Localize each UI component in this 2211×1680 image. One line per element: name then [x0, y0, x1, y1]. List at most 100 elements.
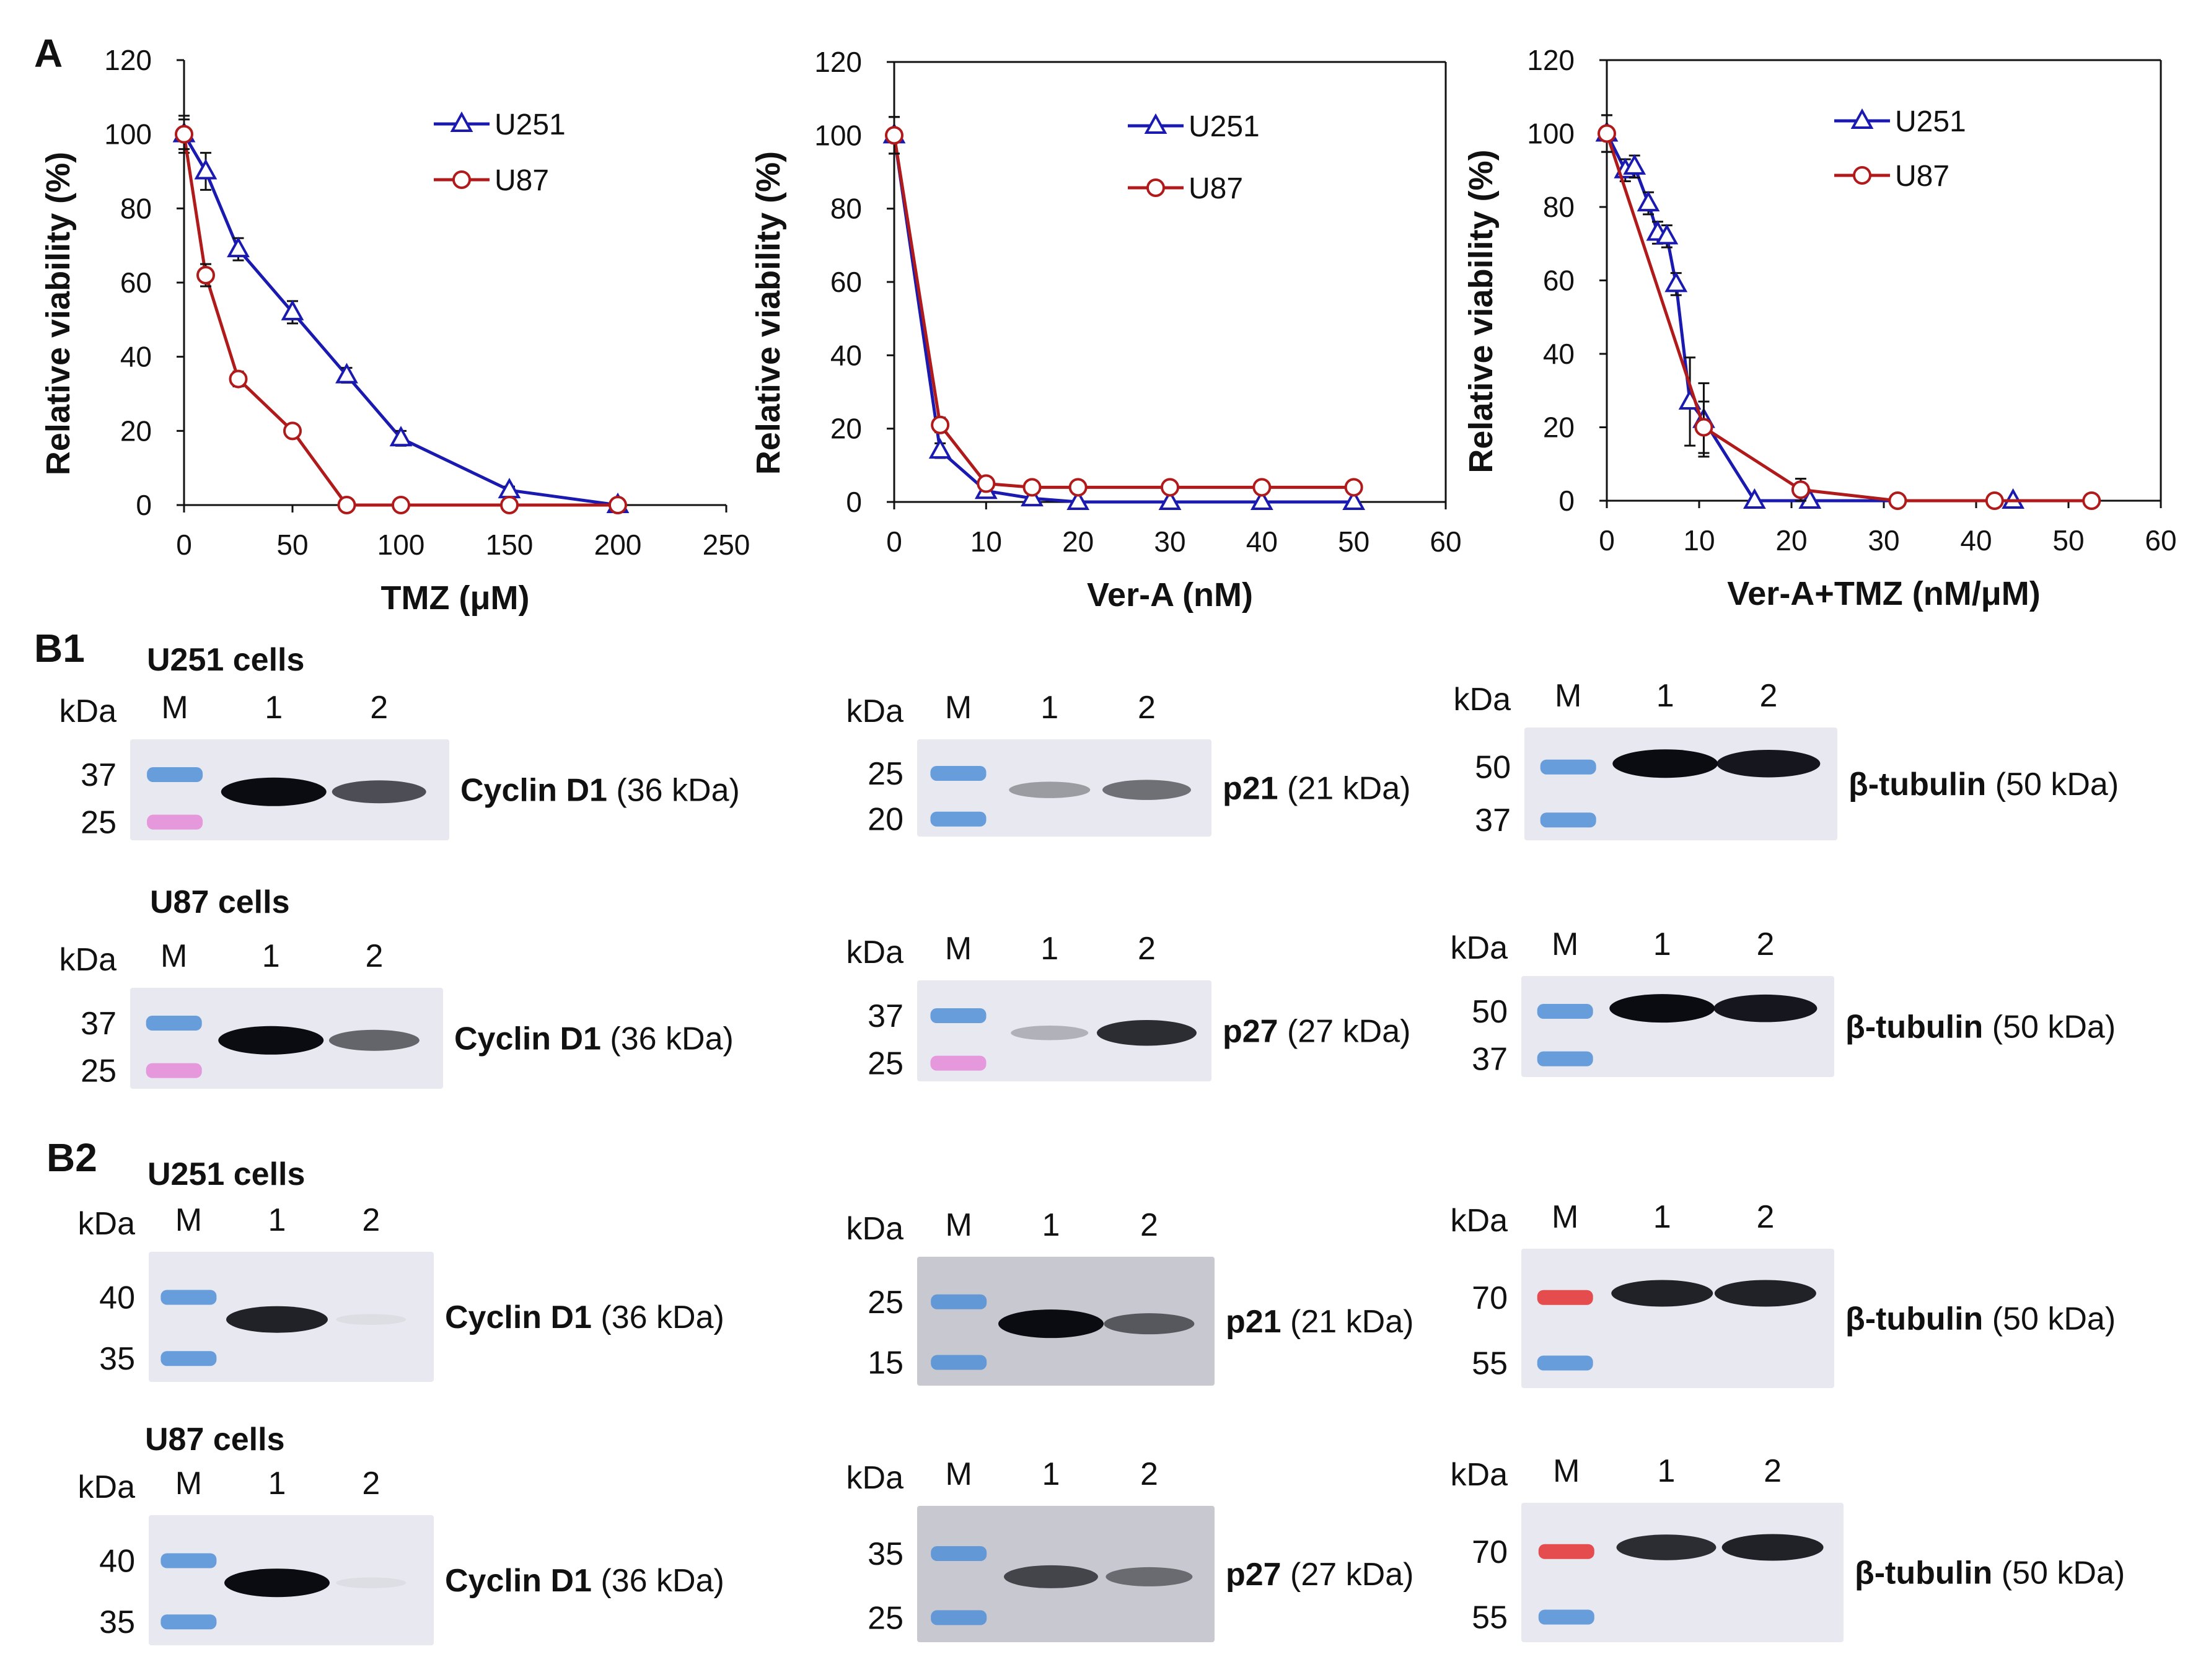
data-point-u251	[1342, 489, 1366, 510]
legend-entry-u87: U87	[1834, 160, 1949, 193]
kda-label: kDa	[59, 693, 117, 729]
lane-label: M	[1553, 1453, 1580, 1489]
data-point-u87	[392, 496, 410, 514]
y-tick-label: 20	[120, 415, 152, 447]
blot-b1-u87-tubulin: kDa M 1 2 50 37 β-tubulin (50 kDa)	[1451, 926, 2116, 1078]
blot-b1-u251-p21: kDa M 1 2 25 20 p21 (21 kDa)	[846, 690, 1411, 838]
lane-label: 1	[1040, 931, 1058, 967]
x-tick-label: 10	[1683, 524, 1715, 556]
x-tick-label: 40	[1246, 526, 1278, 558]
ladder-band	[930, 1008, 987, 1024]
lane-label: 1	[1653, 926, 1671, 962]
protein-band	[1106, 1567, 1193, 1586]
lane-label: 2	[362, 1202, 380, 1238]
lane-label: M	[175, 1466, 202, 1502]
ladder-band	[147, 767, 203, 783]
blot-b2-u87-cyclind1: kDa M 1 2 40 35 Cyclin D1 (36 kDa)	[78, 1466, 724, 1645]
marker-size-label: 40	[99, 1280, 135, 1316]
blot-b2-u251-cyclind1: kDa M 1 2 40 35 Cyclin D1 (36 kDa)	[78, 1202, 724, 1382]
lane-label: 2	[1140, 1456, 1158, 1492]
lane-label: M	[946, 1207, 972, 1243]
protein-name: β-tubulin	[1855, 1555, 1992, 1591]
protein-label: p21 (21 kDa)	[1223, 771, 1410, 807]
lane-label: 2	[370, 690, 388, 726]
marker-size-label: 35	[868, 1536, 903, 1572]
protein-band	[1616, 1534, 1716, 1560]
legend-entry-u251: U251	[1128, 110, 1260, 143]
lane-label: 2	[1140, 1207, 1158, 1243]
ladder-band	[931, 1610, 987, 1625]
protein-band	[221, 777, 327, 806]
y-axis-title: Relative viability (%)	[40, 152, 77, 475]
protein-name: β-tubulin	[1848, 767, 1986, 803]
panel-label-b2: B2	[46, 1135, 97, 1180]
legend-label: U251	[1189, 110, 1260, 143]
ladder-band	[930, 811, 987, 827]
series-u87	[885, 116, 1363, 497]
protein-label: Cyclin D1 (36 kDa)	[445, 1563, 724, 1599]
x-tick-label: 20	[1062, 526, 1094, 558]
ladder-band	[160, 1290, 217, 1305]
x-axis-title: Ver-A+TMZ (nM/μM)	[1727, 575, 2041, 612]
legend-label: U251	[1895, 105, 1966, 138]
y-tick-label: 100	[814, 119, 862, 151]
protein-name: β-tubulin	[1845, 1301, 1983, 1337]
ladder-band	[1537, 1051, 1593, 1066]
protein-label: β-tubulin (50 kDa)	[1855, 1555, 2125, 1591]
data-point-u251	[335, 363, 358, 384]
ladder-band	[1538, 1609, 1594, 1625]
y-tick-label: 40	[830, 339, 862, 371]
kda-label: kDa	[846, 1460, 904, 1496]
lane-label: M	[175, 1202, 202, 1238]
ladder-band	[160, 1553, 217, 1568]
y-axis-title: Relative viability (%)	[1462, 149, 1500, 473]
legend-label: U87	[1895, 160, 1949, 193]
x-tick-label: 20	[1775, 524, 1807, 556]
protein-band	[1104, 1313, 1195, 1335]
series-u87	[1598, 114, 2101, 510]
blot-b2-u251-p21: kDa M 1 2 25 15 p21 (21 kDa)	[846, 1207, 1413, 1386]
y-tick-label: 0	[846, 486, 862, 518]
protein-band	[1009, 781, 1091, 798]
protein-name: Cyclin D1	[445, 1563, 592, 1599]
x-tick-label: 30	[1154, 526, 1185, 558]
ladder-band	[930, 765, 987, 781]
y-tick-label: 40	[120, 341, 152, 373]
legend-entry-u251: U251	[1834, 105, 1966, 138]
ladder-band	[147, 814, 203, 830]
y-tick-label: 20	[830, 413, 862, 445]
blot-b2-u87-p27: kDa M 1 2 35 25 p27 (27 kDa)	[846, 1456, 1413, 1642]
data-point-u251	[194, 159, 218, 180]
kda-label: kDa	[78, 1206, 136, 1242]
marker-size-label: 25	[81, 1053, 116, 1089]
y-tick-label: 60	[1543, 265, 1575, 297]
protein-band	[332, 780, 426, 804]
series-u87	[175, 118, 627, 514]
y-tick-label: 60	[830, 266, 862, 298]
x-tick-label: 60	[1430, 526, 1461, 558]
protein-band	[1716, 749, 1821, 778]
y-tick-label: 0	[136, 489, 152, 521]
marker-size-label: 20	[868, 802, 903, 838]
legend-label: U251	[495, 108, 566, 141]
lane-label: 2	[1764, 1453, 1782, 1489]
data-point-u87	[337, 496, 356, 514]
kda-label: kDa	[846, 1211, 904, 1247]
data-point-u251	[227, 237, 250, 258]
data-point-u87	[1791, 480, 1810, 499]
y-axis-title: Relative viability (%)	[750, 151, 787, 475]
lane-label: 1	[268, 1202, 286, 1238]
lane-label: M	[946, 1456, 972, 1492]
data-point-u251	[1655, 224, 1679, 245]
ladder-band	[931, 1355, 987, 1370]
data-point-u87	[500, 496, 519, 514]
lane-label: M	[161, 690, 188, 726]
protein-size: (36 kDa)	[601, 1021, 734, 1057]
data-point-u251	[1158, 489, 1182, 510]
protein-band	[1611, 1280, 1713, 1307]
data-point-u251	[1623, 154, 1646, 175]
data-point-u87	[1694, 418, 1713, 437]
chart-2: 0 20 40 60 80 100 120 0 10 20 30 40 50 60 Ver-A (nM) Re…	[750, 46, 1462, 614]
data-point-u87	[1344, 478, 1363, 497]
